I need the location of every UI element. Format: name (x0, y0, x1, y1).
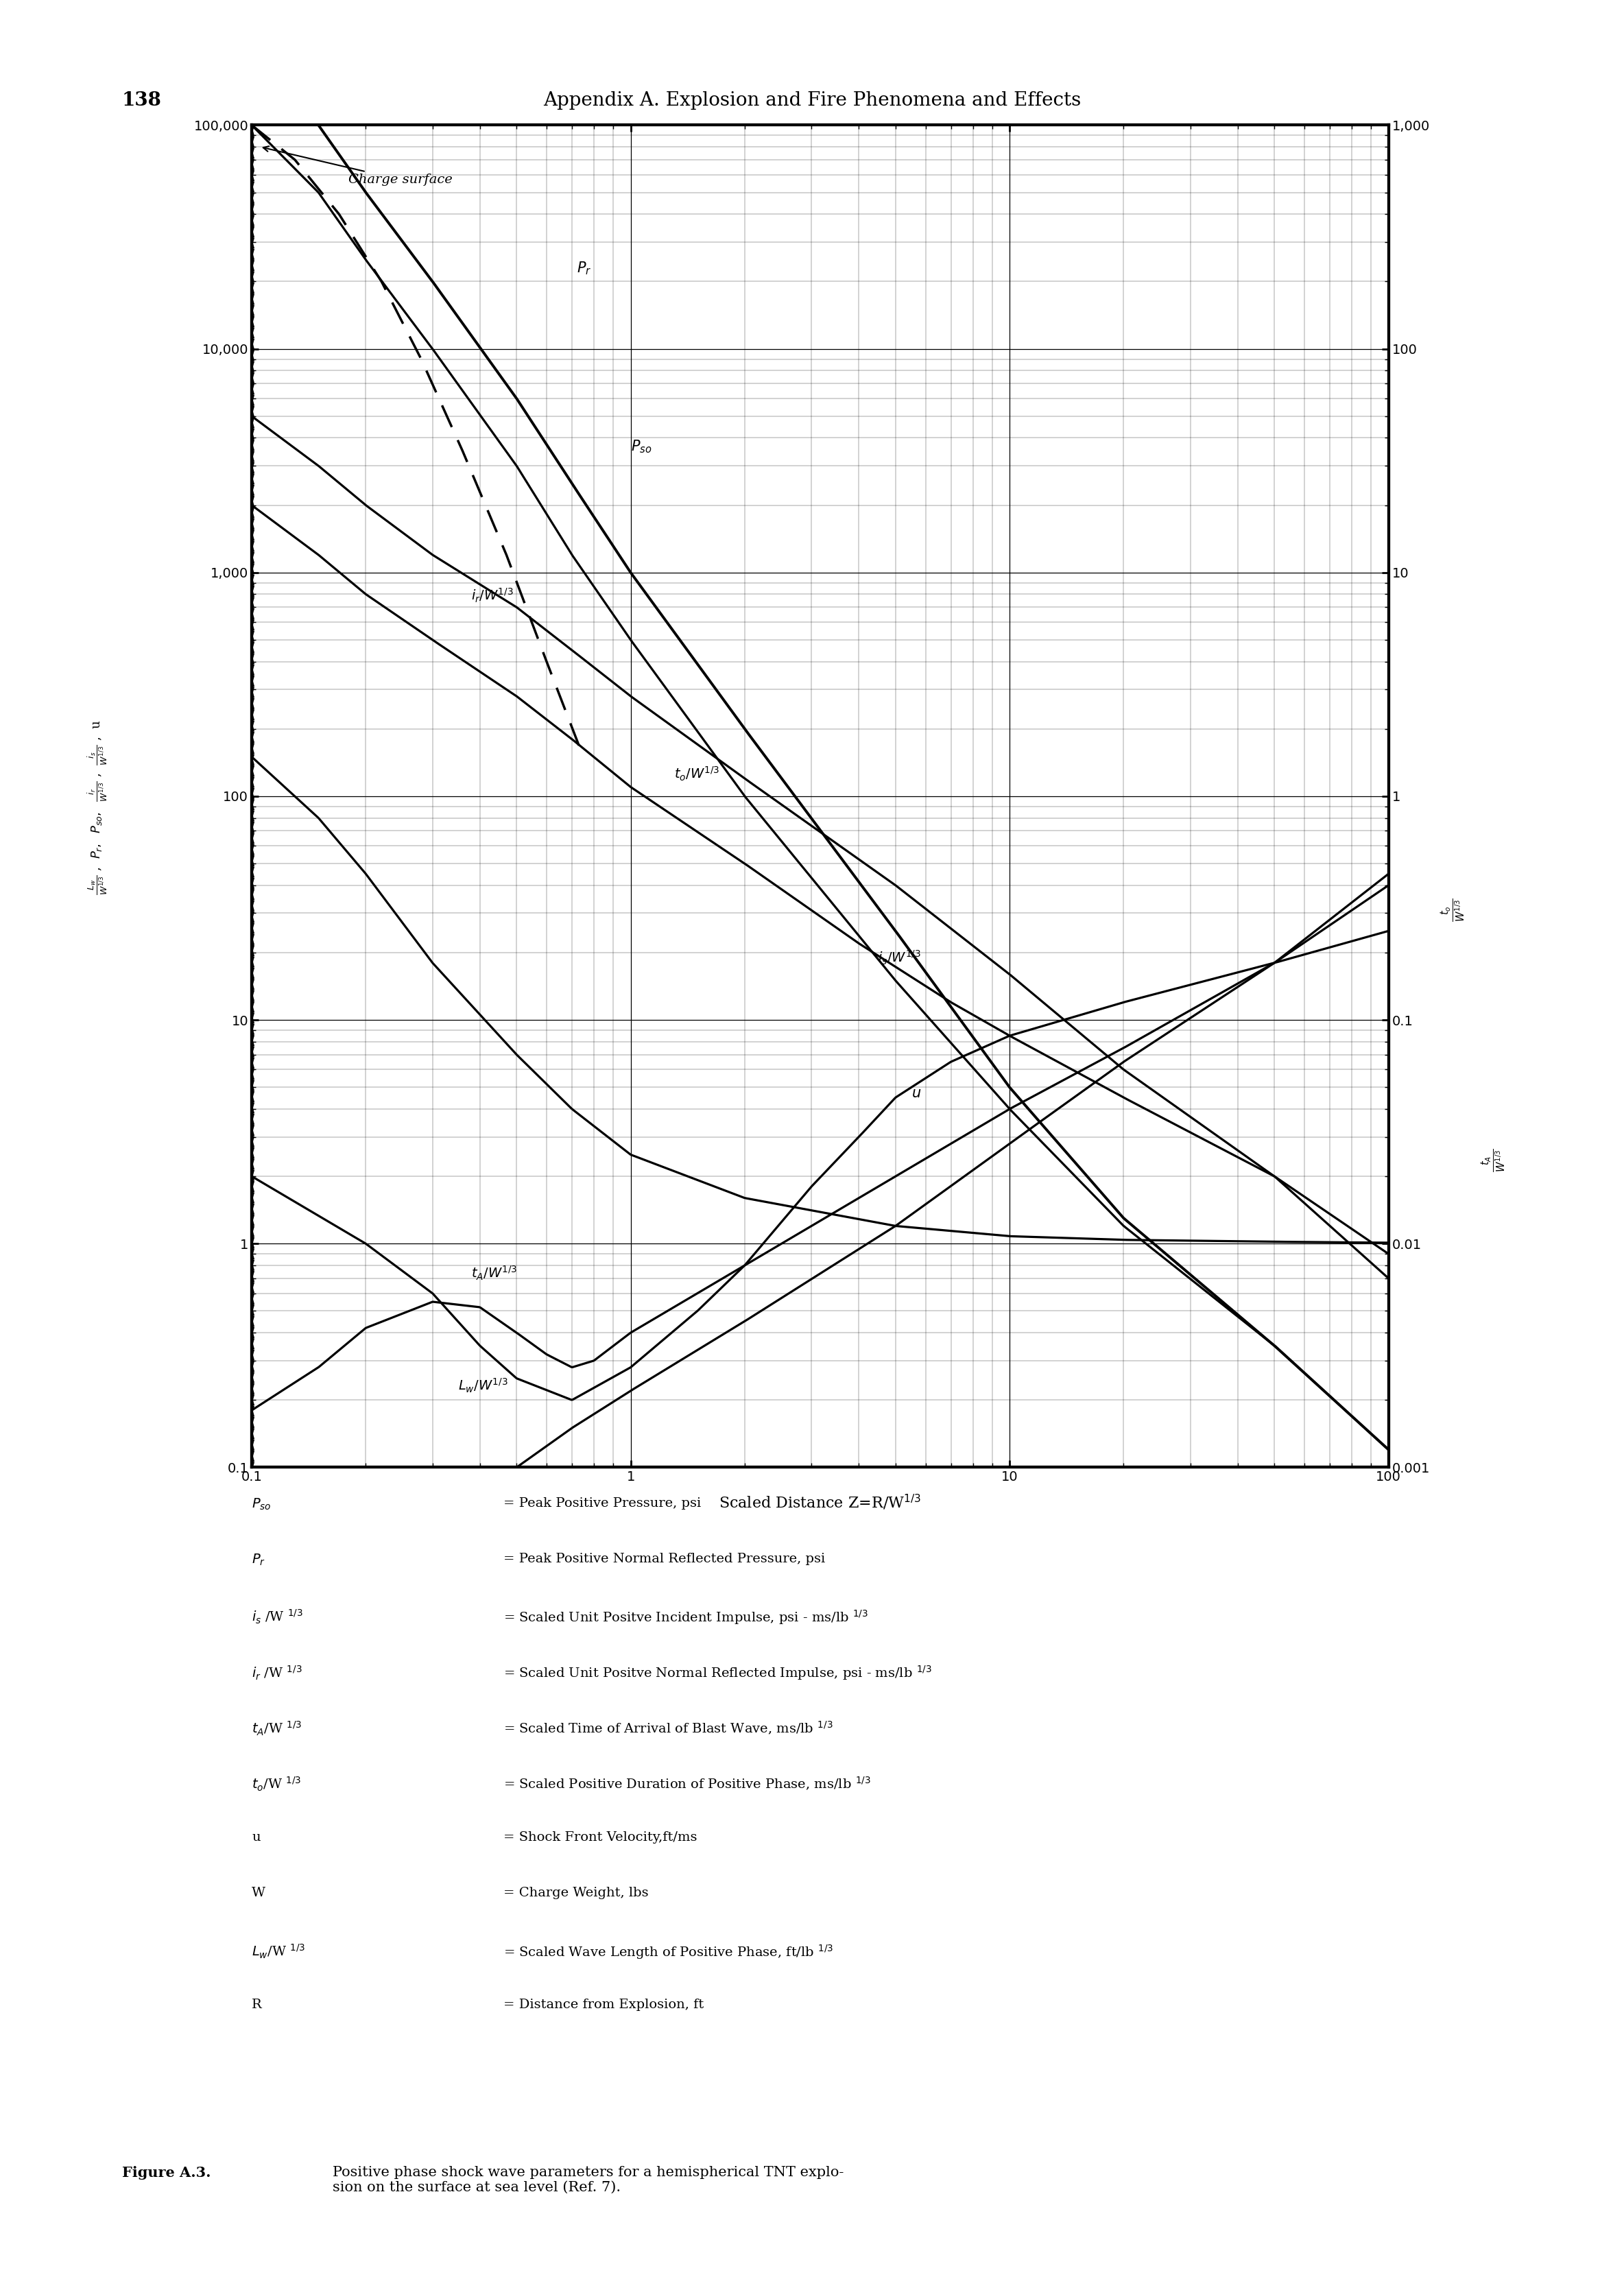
Text: $u$: $u$ (911, 1087, 921, 1101)
Text: = Scaled Unit Positve Normal Reflected Impulse, psi - ms/lb $^{1/3}$: = Scaled Unit Positve Normal Reflected I… (503, 1665, 932, 1681)
Text: Charge surface: Charge surface (263, 146, 453, 187)
Text: $P_r$: $P_r$ (252, 1552, 265, 1567)
Text: = Shock Front Velocity,ft/ms: = Shock Front Velocity,ft/ms (503, 1831, 697, 1843)
Text: $\frac{t_A}{W^{1/3}}$: $\frac{t_A}{W^{1/3}}$ (1481, 1149, 1507, 1172)
Text: = Charge Weight, lbs: = Charge Weight, lbs (503, 1888, 648, 1900)
Text: Appendix A. Explosion and Fire Phenomena and Effects: Appendix A. Explosion and Fire Phenomena… (542, 91, 1082, 109)
Text: $P_r$: $P_r$ (577, 259, 591, 275)
Text: = Scaled Wave Length of Positive Phase, ft/lb $^{1/3}$: = Scaled Wave Length of Positive Phase, … (503, 1943, 833, 1961)
Text: $t_A/W^{1/3}$: $t_A/W^{1/3}$ (471, 1265, 518, 1283)
Text: W: W (252, 1888, 265, 1900)
Text: $i_r/W^{1/3}$: $i_r/W^{1/3}$ (471, 587, 513, 605)
Text: = Peak Positive Normal Reflected Pressure, psi: = Peak Positive Normal Reflected Pressur… (503, 1552, 825, 1565)
X-axis label: Scaled Distance Z=R/W$^{1/3}$: Scaled Distance Z=R/W$^{1/3}$ (719, 1492, 921, 1513)
Text: $L_w$/W $^{1/3}$: $L_w$/W $^{1/3}$ (252, 1943, 305, 1961)
Text: $i_r$ /W $^{1/3}$: $i_r$ /W $^{1/3}$ (252, 1665, 302, 1681)
Text: = Scaled Positive Duration of Positive Phase, ms/lb $^{1/3}$: = Scaled Positive Duration of Positive P… (503, 1775, 870, 1793)
Text: R: R (252, 1997, 261, 2011)
Text: $\frac{t_o}{W^{1/3}}$: $\frac{t_o}{W^{1/3}}$ (1440, 899, 1466, 921)
Text: $\frac{L_w}{W^{1/3}}$ ,  $P_r,$  $P_{so},$  $\frac{i_r}{W^{1/3}}$ ,  $\frac{i_s}: $\frac{L_w}{W^{1/3}}$ , $P_r,$ $P_{so},$… (86, 719, 109, 896)
Text: Positive phase shock wave parameters for a hemispherical TNT explo-
sion on the : Positive phase shock wave parameters for… (333, 2166, 844, 2193)
Text: $P_{so}$: $P_{so}$ (252, 1497, 271, 1511)
Text: $i_s$ /W $^{1/3}$: $i_s$ /W $^{1/3}$ (252, 1608, 304, 1627)
Text: $L_w/W^{1/3}$: $L_w/W^{1/3}$ (458, 1376, 508, 1395)
Text: = Distance from Explosion, ft: = Distance from Explosion, ft (503, 1997, 703, 2011)
Text: $t_o/W^{1/3}$: $t_o/W^{1/3}$ (674, 764, 719, 783)
Text: $i_s/W^{1/3}$: $i_s/W^{1/3}$ (879, 949, 921, 967)
Text: 138: 138 (122, 91, 161, 109)
Text: $t_o$/W $^{1/3}$: $t_o$/W $^{1/3}$ (252, 1775, 302, 1793)
Text: = Scaled Unit Positve Incident Impulse, psi - ms/lb $^{1/3}$: = Scaled Unit Positve Incident Impulse, … (503, 1608, 869, 1627)
Text: $t_A$/W $^{1/3}$: $t_A$/W $^{1/3}$ (252, 1720, 302, 1738)
Text: u: u (252, 1831, 260, 1843)
Text: = Scaled Time of Arrival of Blast Wave, ms/lb $^{1/3}$: = Scaled Time of Arrival of Blast Wave, … (503, 1720, 833, 1736)
Text: Figure A.3.: Figure A.3. (122, 2166, 211, 2179)
Text: $P_{so}$: $P_{so}$ (630, 439, 651, 455)
Text: = Peak Positive Pressure, psi: = Peak Positive Pressure, psi (503, 1497, 702, 1508)
